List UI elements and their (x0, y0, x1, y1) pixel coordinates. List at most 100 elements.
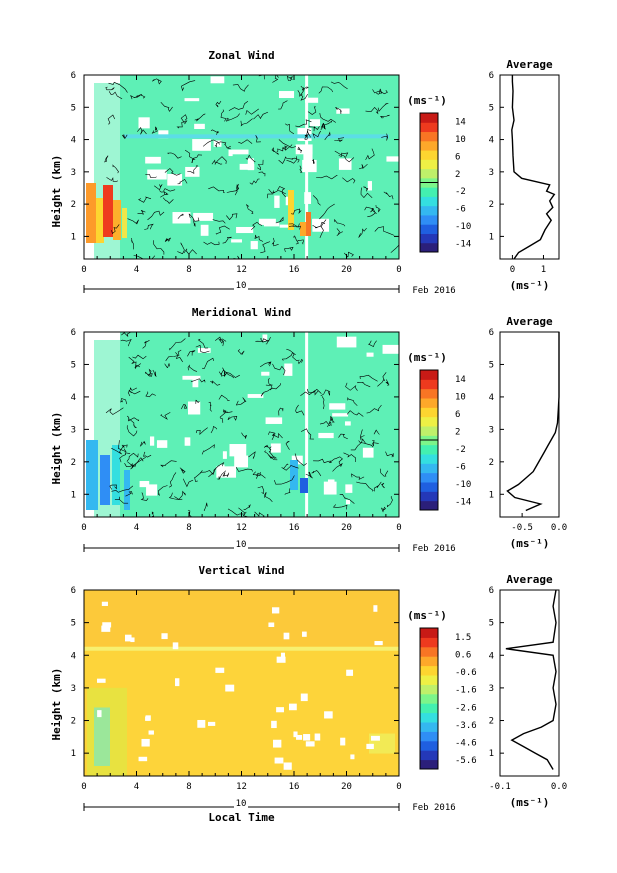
contour-line (174, 490, 186, 500)
contour-line (137, 210, 146, 215)
contour-line (142, 340, 150, 349)
contour-line (195, 399, 201, 404)
colorbar-band (420, 463, 438, 474)
contour-line (373, 481, 382, 492)
avg-y-tick-label: 5 (489, 619, 494, 629)
y-axis-title: Height (km) (50, 155, 63, 228)
colorbar-band (420, 665, 438, 676)
colorbar-tick-label: 6 (455, 152, 460, 162)
contour-line (130, 456, 146, 470)
contour-line (240, 118, 253, 127)
contour-line (278, 156, 293, 164)
contour-line (272, 363, 286, 376)
contour-line (217, 470, 227, 480)
contour-line (364, 206, 377, 214)
x-tick-label: 0 (81, 523, 86, 533)
data-gap (336, 336, 357, 348)
data-gap (293, 731, 298, 738)
contour-line (380, 114, 390, 119)
data-gap (324, 711, 333, 719)
data-gap (139, 481, 150, 488)
data-gap (318, 432, 334, 439)
contour-line (160, 460, 177, 468)
contour-line (258, 171, 266, 177)
x-tick-label: 0 (396, 265, 401, 275)
contour-line (278, 407, 284, 416)
contour-line (288, 225, 301, 230)
x-tick-label: 16 (289, 523, 300, 533)
x-tick-label: 20 (341, 782, 352, 792)
contour-line (291, 208, 302, 215)
data-gap (156, 440, 168, 448)
contour-line (176, 120, 188, 129)
data-gap (270, 443, 281, 453)
contour-line (153, 240, 165, 255)
data-gap (213, 140, 222, 147)
data-gap (370, 735, 380, 741)
contour-line (288, 223, 300, 228)
data-gap (97, 710, 102, 718)
heatmap-field (84, 590, 399, 776)
contour-line (253, 111, 269, 120)
contour-line (304, 131, 309, 138)
colorbar-band (420, 388, 438, 399)
x-tick-label: 0 (81, 265, 86, 275)
avg-x-tick-label: -0.1 (489, 782, 511, 792)
colorbar-tick-label: -10 (455, 480, 471, 490)
y-tick-label: 4 (71, 651, 76, 661)
contour-line (245, 154, 256, 163)
y-tick-label: 6 (71, 328, 76, 338)
data-gap (145, 716, 150, 721)
data-gap (345, 484, 353, 493)
colorbar-band (420, 684, 438, 695)
contour-line (297, 146, 303, 153)
contour-line (305, 471, 313, 479)
colorbar-band (420, 233, 438, 244)
avg-y-tick-label: 1 (489, 490, 494, 500)
contour-line (237, 349, 245, 355)
y-tick-label: 6 (71, 71, 76, 81)
data-gap (302, 631, 307, 637)
contour-line (215, 336, 227, 342)
colorbar-tick-label: 2 (455, 427, 460, 437)
contour-line (222, 236, 232, 244)
data-gap (149, 436, 155, 446)
contour-line (127, 387, 138, 397)
contour-line (294, 453, 307, 466)
contour-line (210, 129, 220, 135)
data-gap (259, 218, 276, 225)
colorbar-tick-label: 2 (455, 170, 460, 180)
day-label-bg (234, 283, 248, 291)
average-frame (499, 331, 560, 518)
data-gap (138, 756, 148, 762)
avg-x-tick-label: -0.5 (511, 523, 533, 533)
contour-line (179, 467, 186, 474)
avg-x-tick-label: 0.0 (551, 523, 567, 533)
contour-line (328, 456, 343, 463)
contour-line (257, 486, 265, 494)
colorbar-tick-label: -2.6 (455, 703, 477, 713)
contour-line (203, 241, 220, 246)
contour-line (278, 100, 288, 110)
contour-line (165, 349, 182, 361)
contour-line (324, 131, 331, 141)
x-tick-label: 20 (341, 523, 352, 533)
contour-line (195, 344, 210, 354)
colorbar-tick-label: -10 (455, 222, 471, 232)
colorbar-tick-label: -14 (455, 497, 471, 507)
average-profile-line (505, 589, 557, 770)
contour-line (285, 440, 290, 450)
contour-line (319, 420, 331, 427)
contour-line (151, 511, 155, 518)
data-gap (276, 656, 286, 663)
x-tick-label: 8 (186, 265, 191, 275)
y-tick-label: 1 (71, 490, 76, 500)
contour-line (330, 416, 335, 423)
contour-line (276, 146, 287, 153)
contour-line (160, 101, 173, 112)
colorbar-band (420, 703, 438, 714)
data-gap-line (305, 332, 309, 517)
data-gap (362, 447, 374, 458)
contour-line (160, 188, 176, 198)
avg-y-tick-label: 2 (489, 458, 494, 468)
